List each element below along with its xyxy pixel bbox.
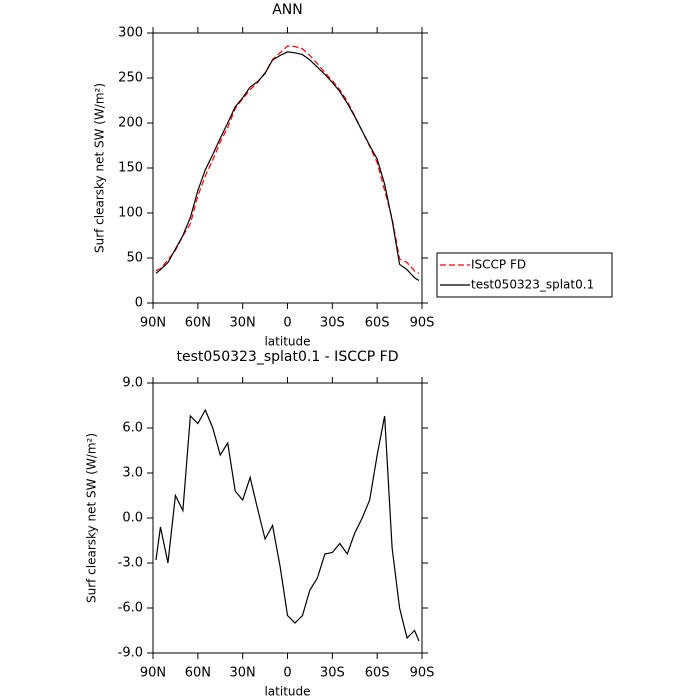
chart-title: ANN	[272, 2, 303, 18]
y-tick-label: 250	[118, 71, 143, 86]
x-tick-label: 90N	[140, 316, 166, 331]
x-tick-label: 90S	[410, 666, 435, 681]
y-tick-label: 0	[135, 296, 143, 311]
y-tick-label: 300	[118, 26, 143, 41]
y-tick-label: -9.0	[118, 646, 143, 661]
x-tick-label: 60S	[365, 666, 390, 681]
x-tick-label: 0	[283, 316, 291, 331]
y-tick-label: -3.0	[118, 556, 143, 571]
y-tick-label: 50	[126, 251, 143, 266]
plot-frame	[152, 32, 423, 304]
y-tick-label: 6.0	[122, 421, 143, 436]
chart-title: test050323_splat0.1 - ISCCP FD	[177, 349, 399, 365]
x-tick-label: 0	[283, 666, 291, 681]
y-tick-label: 3.0	[122, 466, 143, 481]
x-tick-label: 90N	[140, 666, 166, 681]
x-tick-label: 90S	[410, 316, 435, 331]
x-axis-label: latitude	[264, 335, 310, 349]
y-tick-label: 150	[118, 161, 143, 176]
x-tick-label: 30N	[230, 316, 256, 331]
x-tick-label: 30N	[230, 666, 256, 681]
x-tick-label: 30S	[320, 666, 345, 681]
y-tick-label: 0.0	[122, 511, 143, 526]
x-tick-label: 60N	[185, 666, 211, 681]
legend-box	[436, 252, 613, 298]
y-tick-label: 9.0	[122, 376, 143, 391]
data-line	[155, 51, 420, 282]
x-tick-label: 60N	[185, 316, 211, 331]
x-axis-label: latitude	[264, 685, 310, 699]
y-tick-label: -6.0	[118, 601, 143, 616]
y-tick-label: 100	[118, 206, 143, 221]
data-line	[155, 408, 420, 642]
y-axis-label: Surf clearsky net SW (W/m²)	[93, 83, 107, 253]
legend-label: test050323_splat0.1	[471, 278, 594, 292]
y-tick-label: 200	[118, 116, 143, 131]
y-axis-label: Surf clearsky net SW (W/m²)	[85, 433, 99, 603]
x-tick-label: 60S	[365, 316, 390, 331]
x-tick-label: 30S	[320, 316, 345, 331]
legend-label: ISCCP FD	[471, 258, 526, 272]
data-line	[155, 45, 420, 274]
